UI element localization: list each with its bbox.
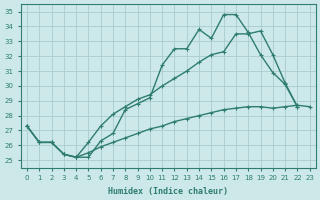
X-axis label: Humidex (Indice chaleur): Humidex (Indice chaleur) xyxy=(108,187,228,196)
